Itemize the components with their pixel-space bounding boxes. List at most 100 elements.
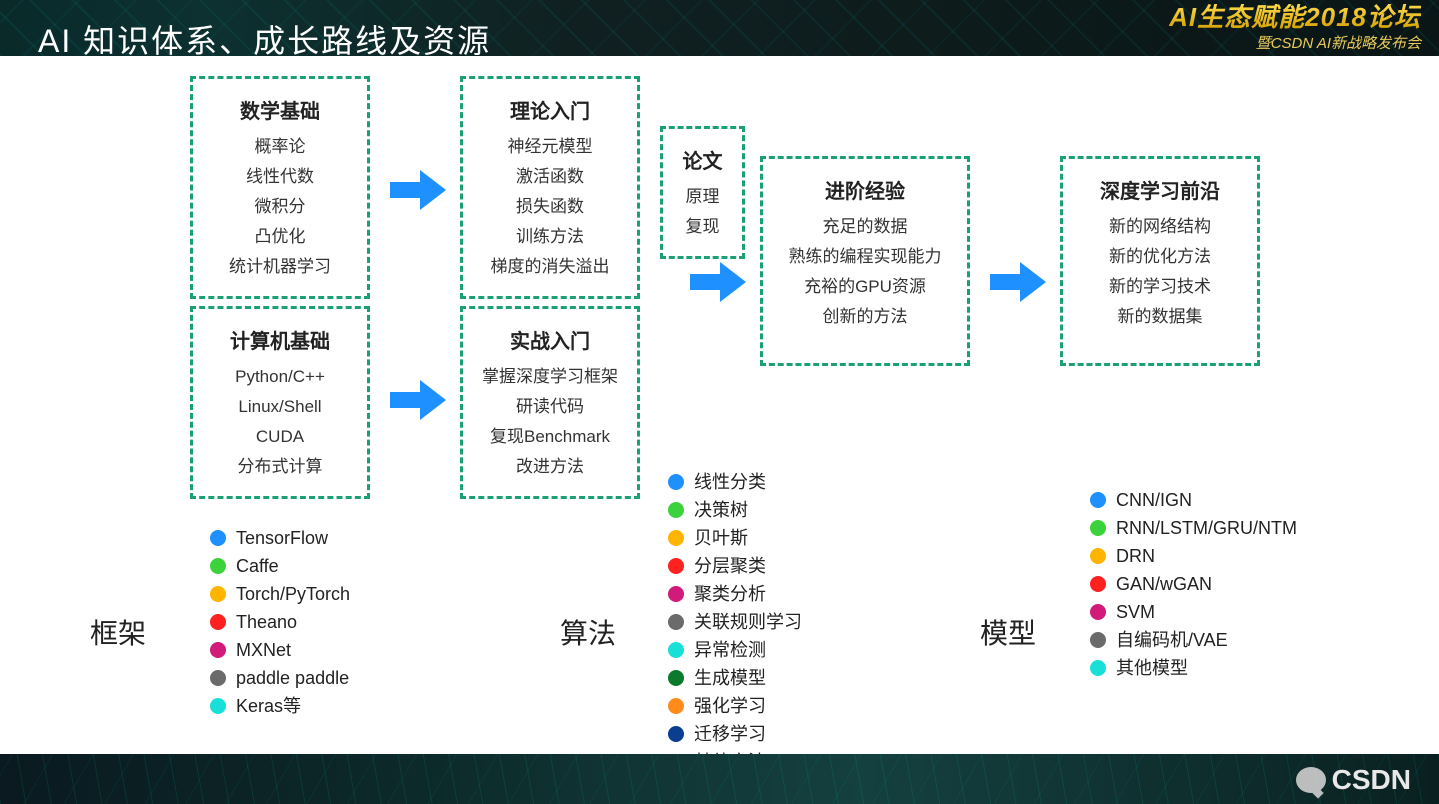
bullet-item: TensorFlow — [210, 524, 350, 552]
bullet-item: 线性分类 — [668, 468, 802, 496]
bullet-text: 其他模型 — [1116, 654, 1188, 682]
bullet-item: 决策树 — [668, 496, 802, 524]
bullet-text: TensorFlow — [236, 524, 328, 552]
bullet-dot-icon — [668, 670, 684, 686]
arrow-right-icon — [388, 168, 448, 212]
bullet-dot-icon — [668, 642, 684, 658]
box-col1_bot: 计算机基础Python/C++Linux/ShellCUDA分布式计算 — [190, 306, 370, 499]
bullet-dot-icon — [210, 530, 226, 546]
box-item: 改进方法 — [477, 452, 623, 482]
bullet-item: CNN/IGN — [1090, 486, 1297, 514]
box-heading: 计算机基础 — [207, 325, 353, 354]
bullet-dot-icon — [210, 670, 226, 686]
box-item: 充足的数据 — [777, 212, 953, 242]
bullet-dot-icon — [210, 586, 226, 602]
box-item: 创新的方法 — [777, 302, 953, 332]
bullet-dot-icon — [668, 614, 684, 630]
bullet-list-models: CNN/IGNRNN/LSTM/GRU/NTMDRNGAN/wGANSVM自编码… — [1090, 486, 1297, 682]
bullet-text: Keras等 — [236, 692, 301, 720]
csdn-watermark: CSDN — [1296, 764, 1411, 796]
bullet-item: Theano — [210, 608, 350, 636]
page-title: AI 知识体系、成长路线及资源 — [38, 16, 491, 62]
bottom-banner — [0, 754, 1439, 804]
chat-bubble-icon — [1296, 767, 1326, 793]
bullet-dot-icon — [668, 698, 684, 714]
box-col1_top: 数学基础概率论线性代数微积分凸优化统计机器学习 — [190, 76, 370, 299]
bullet-dot-icon — [668, 530, 684, 546]
box-item: 训练方法 — [477, 222, 623, 252]
logo-main: AI生态赋能2018论坛 — [1169, 4, 1421, 30]
box-item: 激活函数 — [477, 162, 623, 192]
bullet-text: MXNet — [236, 636, 291, 664]
logo-sub: 暨CSDN AI新战略发布会 — [1169, 32, 1421, 53]
bullet-dot-icon — [1090, 492, 1106, 508]
category-label-models: 模型 — [980, 612, 1036, 652]
arrow-right-icon — [988, 260, 1048, 304]
bullet-text: 分层聚类 — [694, 552, 766, 580]
box-col2_bot: 实战入门掌握深度学习框架研读代码复现Benchmark改进方法 — [460, 306, 640, 499]
bullet-text: 决策树 — [694, 496, 748, 524]
category-label-algorithms: 算法 — [560, 612, 616, 652]
bullet-item: 生成模型 — [668, 664, 802, 692]
box-item: Linux/Shell — [207, 392, 353, 422]
box-item: 凸优化 — [207, 222, 353, 252]
box-item: 神经元模型 — [477, 132, 623, 162]
box-item: 线性代数 — [207, 162, 353, 192]
bullet-item: Caffe — [210, 552, 350, 580]
box-item: 复现Benchmark — [477, 422, 623, 452]
bullet-dot-icon — [210, 642, 226, 658]
arrow-right-icon — [388, 378, 448, 422]
box-item: 复现 — [677, 212, 728, 242]
box-item: 掌握深度学习框架 — [477, 362, 623, 392]
bullet-item: Torch/PyTorch — [210, 580, 350, 608]
bullet-item: 关联规则学习 — [668, 608, 802, 636]
bullet-item: MXNet — [210, 636, 350, 664]
box-heading: 数学基础 — [207, 95, 353, 124]
box-item: 熟练的编程实现能力 — [777, 242, 953, 272]
box-item: 分布式计算 — [207, 452, 353, 482]
bullet-text: Theano — [236, 608, 297, 636]
box-item: 微积分 — [207, 192, 353, 222]
box-item: 研读代码 — [477, 392, 623, 422]
box-item: 新的网络结构 — [1077, 212, 1243, 242]
box-paper: 论文原理复现 — [660, 126, 745, 259]
bullet-text: 生成模型 — [694, 664, 766, 692]
box-item: CUDA — [207, 422, 353, 452]
bullet-dot-icon — [210, 698, 226, 714]
bullet-item: 分层聚类 — [668, 552, 802, 580]
box-item: 充裕的GPU资源 — [777, 272, 953, 302]
box-col4: 进阶经验充足的数据熟练的编程实现能力充裕的GPU资源创新的方法 — [760, 156, 970, 366]
bullet-dot-icon — [210, 558, 226, 574]
bullet-dot-icon — [668, 586, 684, 602]
bullet-text: 贝叶斯 — [694, 524, 748, 552]
bullet-item: 迁移学习 — [668, 720, 802, 748]
diagram-canvas: 数学基础概率论线性代数微积分凸优化统计机器学习计算机基础Python/C++Li… — [0, 56, 1439, 754]
box-item: 新的优化方法 — [1077, 242, 1243, 272]
bullet-text: SVM — [1116, 598, 1155, 626]
bullet-dot-icon — [1090, 660, 1106, 676]
box-col2_top: 理论入门神经元模型激活函数损失函数训练方法梯度的消失溢出 — [460, 76, 640, 299]
box-item: 损失函数 — [477, 192, 623, 222]
bullet-dot-icon — [1090, 604, 1106, 620]
box-item: 新的学习技术 — [1077, 272, 1243, 302]
bullet-item: 自编码机/VAE — [1090, 626, 1297, 654]
bullet-dot-icon — [1090, 548, 1106, 564]
bullet-item: DRN — [1090, 542, 1297, 570]
bullet-item: 强化学习 — [668, 692, 802, 720]
bullet-item: RNN/LSTM/GRU/NTM — [1090, 514, 1297, 542]
bullet-dot-icon — [1090, 632, 1106, 648]
bullet-text: paddle paddle — [236, 664, 349, 692]
box-item: 概率论 — [207, 132, 353, 162]
box-item: 原理 — [677, 182, 728, 212]
bullet-text: 关联规则学习 — [694, 608, 802, 636]
bullet-item: SVM — [1090, 598, 1297, 626]
box-heading: 实战入门 — [477, 325, 623, 354]
bullet-text: 迁移学习 — [694, 720, 766, 748]
bullet-dot-icon — [668, 474, 684, 490]
box-item: 梯度的消失溢出 — [477, 252, 623, 282]
bullet-item: paddle paddle — [210, 664, 350, 692]
bullet-text: RNN/LSTM/GRU/NTM — [1116, 514, 1297, 542]
bullet-dot-icon — [1090, 576, 1106, 592]
bullet-item: Keras等 — [210, 692, 350, 720]
bullet-item: GAN/wGAN — [1090, 570, 1297, 598]
